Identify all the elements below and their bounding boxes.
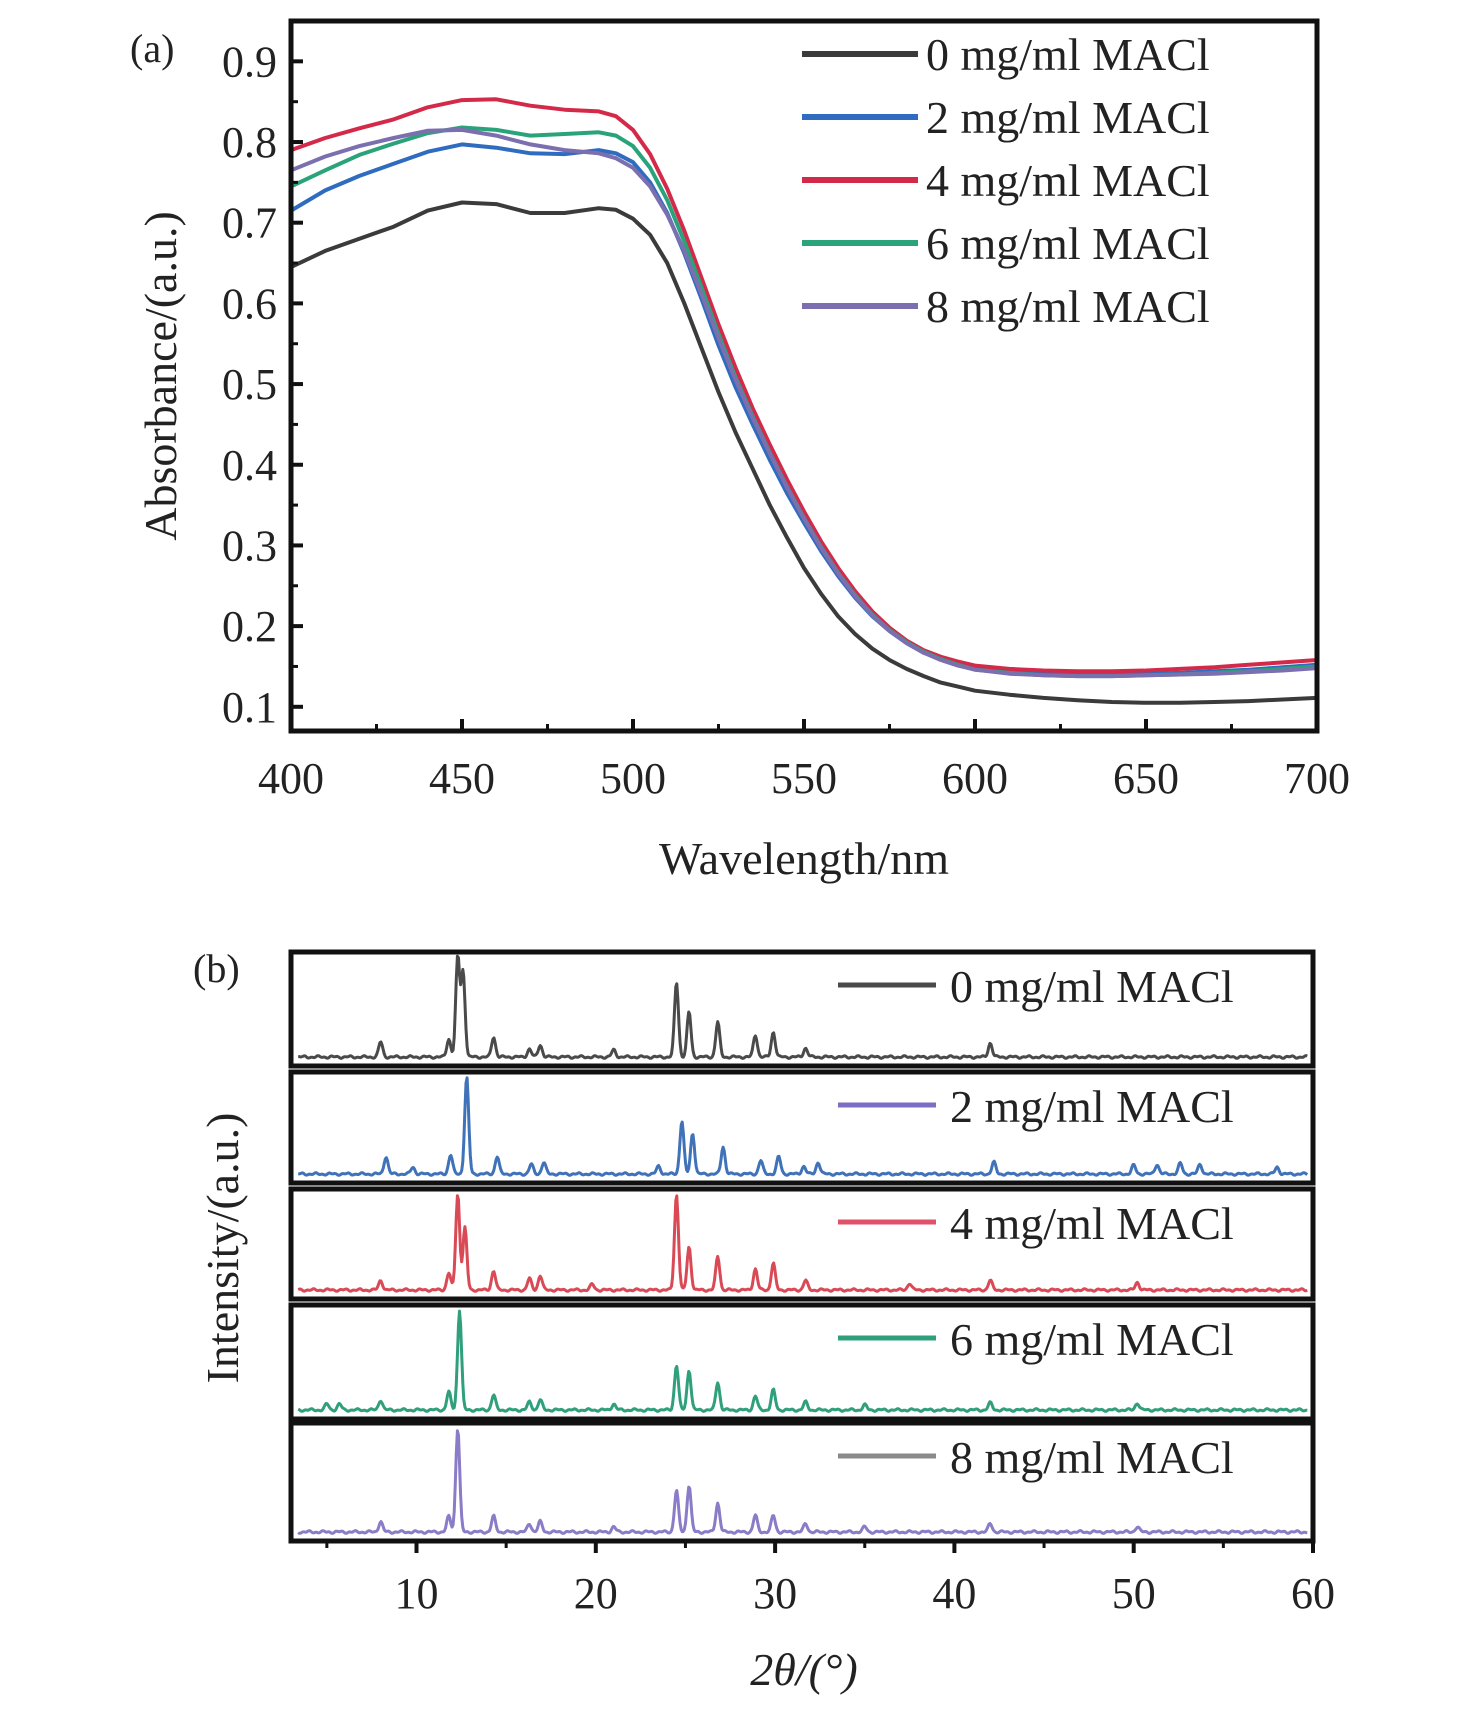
panel-b-y-axis-label: Intensity/(a.u.) <box>197 1113 248 1384</box>
panel-a-y-tick-label: 0.5 <box>222 360 277 409</box>
panel-b-subplot-frame <box>288 1069 1316 1186</box>
panel-b-x-tick-label: 60 <box>1291 1569 1335 1618</box>
panel-b-legend-label: 4 mg/ml MACl <box>950 1198 1234 1249</box>
panel-a-legend-label: 6 mg/ml MACl <box>926 218 1210 269</box>
panel-b-subplot-frame <box>288 949 1316 1069</box>
panel-b-x-tick-label: 10 <box>395 1569 439 1618</box>
panel-a-x-tick-label: 450 <box>429 754 495 803</box>
panel-b-x-tick-label: 50 <box>1112 1569 1156 1618</box>
panel-a-x-axis-label: Wavelength/nm <box>659 833 949 884</box>
panel-a-series-line <box>290 200 1318 705</box>
panel-b-x-tick-labels: 10 20 30 40 50 60 <box>395 1569 1335 1618</box>
panel-a-y-axis-label: Absorbance/(a.u.) <box>135 211 186 541</box>
panel-a-legend-label: 8 mg/ml MACl <box>926 281 1210 332</box>
panel-b-series-line <box>297 1429 1308 1535</box>
panel-b-legend: 0 mg/ml MACl 2 mg/ml MACl 4 mg/ml MACl 6 mg… <box>838 961 1234 1483</box>
panel-b-series-line <box>297 1076 1309 1177</box>
panel-a-label: (a) <box>130 26 174 71</box>
panel-b-legend-label: 2 mg/ml MACl <box>950 1081 1234 1132</box>
panel-a-y-tick-label: 0.8 <box>222 118 277 167</box>
panel-b-subplot-frame <box>288 1186 1316 1302</box>
panel-a-series-line <box>290 127 1318 679</box>
panel-b-series-line <box>297 1309 1308 1413</box>
panel-a-legend-label: 2 mg/ml MACl <box>926 92 1210 143</box>
panel-a-legend: 0 mg/ml MACl 2 mg/ml MACl 4 mg/ml MACl 6 mg… <box>802 29 1210 332</box>
panel-b-label: (b) <box>193 946 240 991</box>
panel-a-y-tick-label: 0.6 <box>222 279 277 328</box>
panel-a-legend-label: 4 mg/ml MACl <box>926 155 1210 206</box>
panel-a-x-tick-label: 550 <box>771 754 837 803</box>
panel-b-x-tick-label: 40 <box>932 1569 976 1618</box>
panel-b-legend-label: 6 mg/ml MACl <box>950 1314 1234 1365</box>
panel-a-x-tick-label: 650 <box>1113 754 1179 803</box>
panel-b-ticks <box>325 1541 1315 1553</box>
panel-a-x-tick-label: 500 <box>600 754 666 803</box>
panel-b-frames <box>288 949 1316 1544</box>
panel-a-x-tick-label: 600 <box>942 754 1008 803</box>
panel-b-legend-label: 0 mg/ml MACl <box>950 961 1234 1012</box>
panel-a-y-tick-label: 0.2 <box>222 602 277 651</box>
panel-b-subplot-frame <box>288 1420 1316 1544</box>
panel-a-y-tick-label: 0.3 <box>222 521 277 570</box>
panel-b-x-tick-label: 20 <box>574 1569 618 1618</box>
panel-b-legend-label: 8 mg/ml MACl <box>950 1432 1234 1483</box>
panel-a-series-line <box>290 97 1318 674</box>
panel-a-y-tick-labels: 0.1 0.2 0.3 0.4 0.5 0.6 0.7 0.8 0.9 <box>222 37 277 731</box>
panel-a: (a) 400 450 500 550 600 650 700 0.10.20.30.40.… <box>130 18 1350 884</box>
panel-a-ticks <box>289 19 1319 731</box>
panel-b-series-lines <box>297 954 1309 1535</box>
panel-b-x-axis-label: 2θ/(°) <box>750 1644 857 1695</box>
panel-a-legend-label: 0 mg/ml MACl <box>926 29 1210 80</box>
panel-b-x-tick-label: 30 <box>753 1569 797 1618</box>
panel-b-series-line <box>297 954 1308 1060</box>
panel-a-y-tick-label: 0.7 <box>222 199 277 248</box>
panel-a-y-tick-label: 0.4 <box>222 441 277 490</box>
panel-a-y-tick-label: 0.1 <box>222 683 277 732</box>
panel-a-y-tick-label: 0.9 <box>222 37 277 86</box>
panel-a-series-lines <box>289 97 1318 705</box>
panel-b: (b) 10 20 30 40 50 60 0 mg/ml MACl 2 mg/ml MAC… <box>193 946 1335 1695</box>
panel-b-subplot-frame <box>288 1302 1316 1422</box>
panel-a-x-tick-label: 700 <box>1284 754 1350 803</box>
panel-b-series-line <box>297 1194 1308 1293</box>
panel-a-x-tick-label: 400 <box>258 754 324 803</box>
panel-a-x-tick-labels: 400 450 500 550 600 650 700 <box>258 754 1350 803</box>
